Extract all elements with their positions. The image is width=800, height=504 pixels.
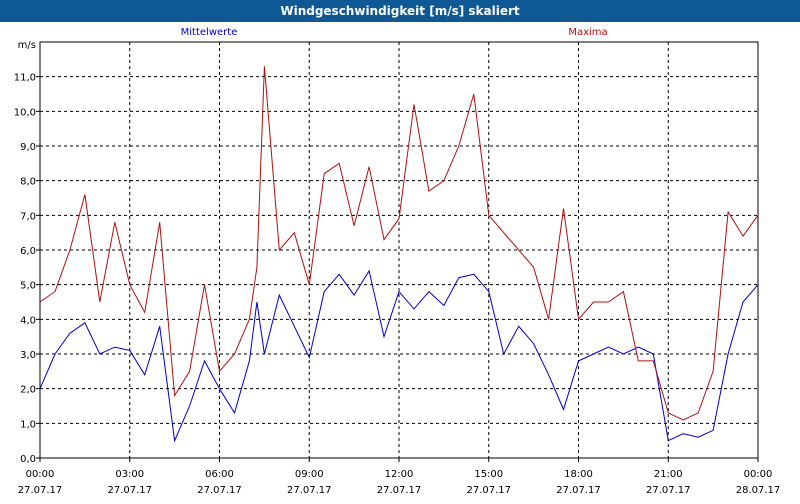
- y-tick-label: 6,0: [20, 246, 36, 257]
- x-tick-time-label: 00:00: [26, 469, 55, 480]
- x-tick-time-label: 12:00: [385, 469, 414, 480]
- series-line-maxima: [39, 66, 759, 421]
- y-tick-label: 4,0: [20, 315, 36, 326]
- y-tick-label: 10,0: [14, 107, 36, 118]
- x-tick-time-label: 00:00: [744, 469, 773, 480]
- legend-entry-maxima: Maxima: [568, 27, 607, 38]
- x-tick-date-label: 28.07.17: [736, 485, 781, 496]
- axis-layer: 0,0 1,0 2,0 3,0 4,0 5,0 6,0 7,0 8,0 9,0 10,0 11,0 m/…: [14, 40, 781, 496]
- x-tick-time-label: 15:00: [474, 469, 503, 480]
- y-tick-label: 9,0: [20, 142, 36, 153]
- x-tick-time-label: 09:00: [295, 469, 324, 480]
- x-tick-date-label: 27.07.17: [107, 485, 152, 496]
- plot-frame: [39, 41, 759, 459]
- y-tick-label: 5,0: [20, 281, 36, 292]
- x-tick-time-label: 06:00: [205, 469, 234, 480]
- chart-area: 0,0 1,0 2,0 3,0 4,0 5,0 6,0 7,0 8,0 9,0 10,0 11,0 m/…: [0, 22, 800, 500]
- x-tick-date-label: 27.07.17: [556, 485, 601, 496]
- y-tick-label: 8,0: [20, 177, 36, 188]
- y-tick-label: 3,0: [20, 350, 36, 361]
- series-layer: [39, 66, 759, 443]
- x-tick-date-label: 27.07.17: [466, 485, 511, 496]
- x-tick-date-label: 27.07.17: [377, 485, 422, 496]
- x-tick-date-label: 27.07.17: [287, 485, 332, 496]
- window-title: Windgeschwindigkeit [m/s] skaliert: [0, 0, 800, 22]
- x-tick-time-label: 18:00: [564, 469, 593, 480]
- x-tick-time-label: 21:00: [654, 469, 683, 480]
- line-chart: 0,0 1,0 2,0 3,0 4,0 5,0 6,0 7,0 8,0 9,0 10,0 11,0 m/…: [14, 27, 781, 496]
- grid-layer: [39, 41, 759, 459]
- x-tick-date-label: 27.07.17: [646, 485, 691, 496]
- y-axis-label: m/s: [18, 40, 36, 51]
- y-tick-label: 11,0: [14, 73, 36, 84]
- x-tick-time-label: 03:00: [115, 469, 144, 480]
- y-tick-label: 7,0: [20, 211, 36, 222]
- legend-entry-mittelwerte: Mittelwerte: [181, 27, 238, 38]
- legend-layer: Mittelwerte Maxima: [181, 27, 608, 38]
- x-tick-date-label: 27.07.17: [18, 485, 63, 496]
- y-tick-label: 1,0: [20, 419, 36, 430]
- x-tick-date-label: 27.07.17: [197, 485, 242, 496]
- y-tick-label: 2,0: [20, 385, 36, 396]
- y-tick-label: 0,0: [20, 454, 36, 465]
